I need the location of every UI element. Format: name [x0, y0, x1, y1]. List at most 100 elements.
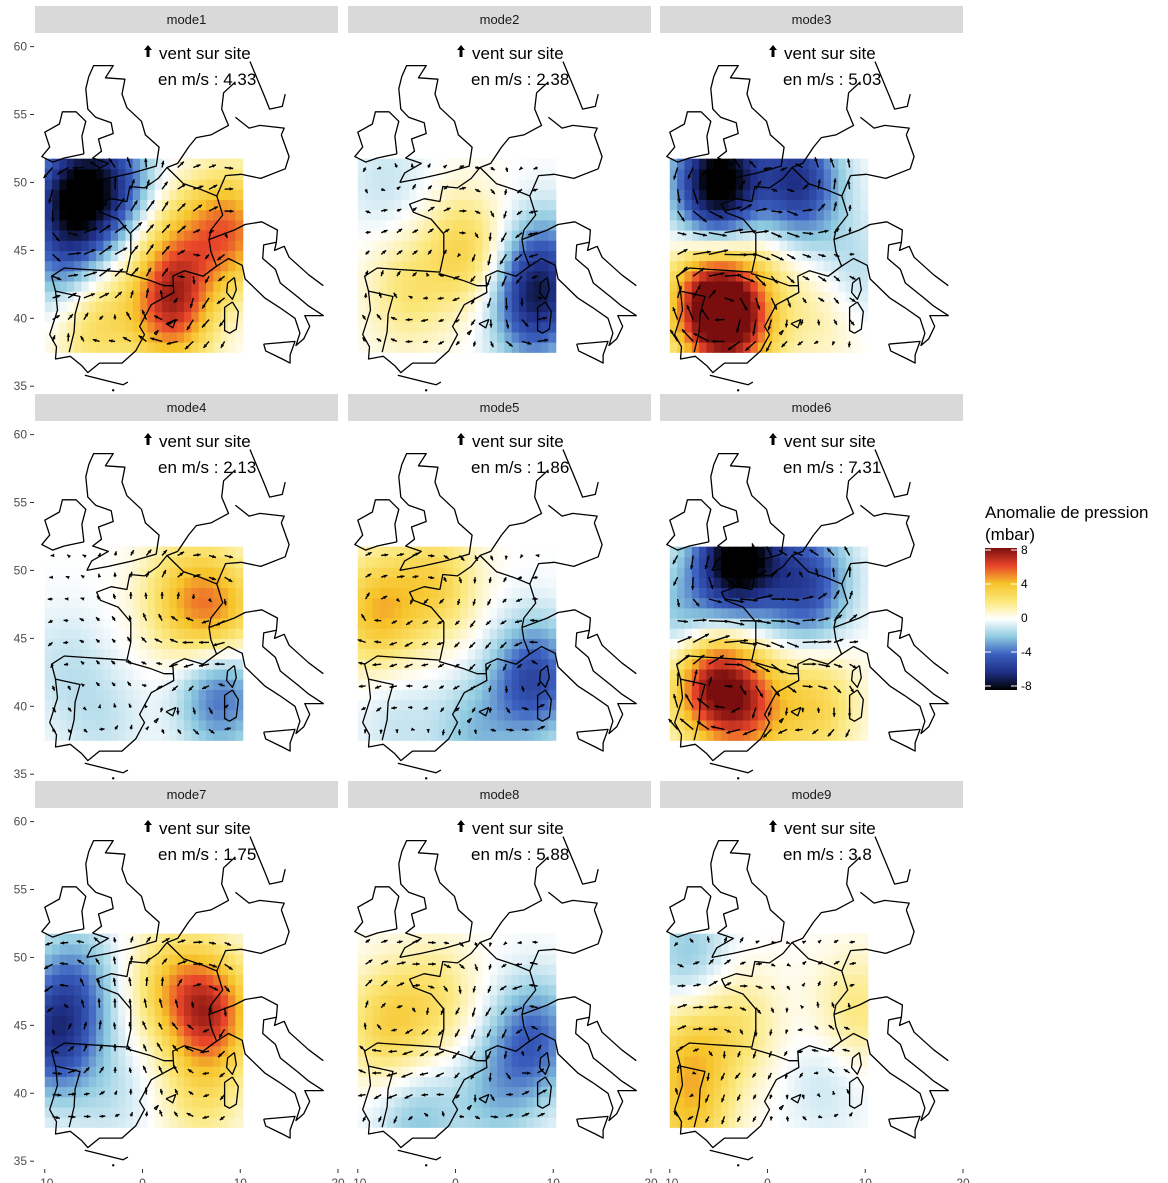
pressure-cell — [453, 280, 462, 292]
wind-arrowhead — [423, 340, 427, 344]
pressure-cell — [519, 577, 527, 589]
pressure-cell — [438, 250, 447, 262]
pressure-cell — [169, 577, 178, 589]
pressure-cell — [423, 219, 432, 231]
pressure-cell — [511, 280, 520, 292]
pressure-cell — [691, 546, 700, 558]
pressure-cell — [96, 607, 105, 619]
pressure-cell — [154, 617, 163, 629]
pressure-cell — [445, 709, 454, 721]
pressure-cell — [691, 658, 700, 670]
pressure-cell — [220, 730, 229, 741]
pressure-cell — [816, 587, 825, 599]
wind-arrows — [669, 156, 856, 352]
pressure-cell — [132, 699, 141, 711]
wind-arrowhead — [826, 664, 830, 668]
wind-arrowhead — [472, 708, 476, 713]
wind-arrowhead — [423, 600, 428, 604]
pressure-cell — [691, 250, 700, 262]
pressure-cell — [416, 168, 425, 180]
pressure-cell — [394, 709, 403, 721]
pressure-cell — [125, 617, 134, 629]
pressure-cell — [772, 199, 781, 211]
pressure-cell — [147, 1076, 156, 1088]
pressure-cell — [357, 648, 366, 660]
pressure-cell — [431, 331, 440, 343]
pressure-cell — [669, 607, 678, 619]
pressure-cell — [765, 158, 774, 170]
wind-arrowhead — [823, 686, 828, 690]
annotation-unit: en m/s : — [158, 458, 223, 477]
pressure-cell — [453, 567, 462, 578]
pressure-cell — [504, 229, 513, 241]
pressure-cell — [401, 699, 410, 711]
pressure-cell — [365, 240, 374, 251]
facet-label: mode7 — [167, 787, 207, 802]
pressure-cell — [74, 668, 83, 680]
pressure-cell — [713, 158, 722, 170]
pressure-cell — [147, 209, 156, 221]
pressure-cell — [475, 331, 483, 343]
wind-arrowhead — [186, 326, 191, 330]
pressure-cell — [497, 679, 505, 690]
coastline-path — [166, 555, 224, 655]
pressure-cell — [81, 179, 90, 190]
pressure-cell — [110, 597, 119, 609]
pressure-cell — [497, 240, 505, 251]
facet-strip — [35, 394, 338, 421]
pressure-cell — [526, 658, 535, 670]
pressure-cell — [154, 1086, 163, 1098]
pressure-cell — [118, 597, 127, 609]
pressure-cell — [467, 628, 476, 639]
pressure-cell — [750, 679, 759, 690]
pressure-cell — [699, 709, 708, 721]
annotation-line1: vent sur site — [784, 44, 876, 63]
wind-arrowhead — [209, 230, 214, 234]
pressure-cell — [176, 1045, 185, 1057]
coastline-path — [750, 272, 799, 287]
wind-arrowhead — [815, 568, 819, 573]
pressure-cell — [118, 331, 127, 343]
pressure-cell — [431, 730, 440, 741]
pressure-cell — [765, 219, 774, 231]
pressure-cell — [206, 679, 214, 690]
pressure-cell — [96, 1025, 105, 1037]
pressure-cell — [176, 1004, 185, 1016]
pressure-cell — [220, 199, 229, 211]
wind-arrowhead — [454, 663, 459, 668]
wind-arrowhead — [162, 570, 166, 574]
pressure-cell — [169, 648, 178, 660]
pressure-cell — [52, 1035, 61, 1047]
wind-arrowhead — [847, 180, 851, 185]
pressure-cell — [110, 1055, 119, 1067]
wind-arrowhead — [127, 636, 131, 641]
pressure-cell — [235, 189, 244, 201]
pressure-cell — [140, 964, 149, 976]
pressure-cell — [831, 556, 839, 568]
pressure-cell — [176, 311, 185, 323]
pressure-cell — [816, 567, 825, 578]
pressure-cell — [743, 556, 752, 568]
pressure-cell — [394, 229, 403, 241]
wind-arrowhead — [179, 572, 184, 577]
pressure-cell — [838, 607, 847, 619]
wind-arrowhead — [97, 553, 101, 557]
pressure-cell — [497, 189, 505, 201]
wind-arrowhead — [454, 643, 459, 648]
pressure-cell — [853, 658, 861, 670]
coastline-path — [153, 329, 159, 336]
pressure-cell — [132, 1035, 141, 1047]
pressure-cell — [691, 617, 700, 629]
pressure-cell — [357, 709, 366, 721]
pressure-cell — [838, 291, 847, 302]
pressure-cell — [162, 730, 170, 741]
pressure-cell — [191, 1066, 200, 1077]
wind-arrowhead — [673, 175, 677, 180]
pressure-cell — [772, 311, 781, 323]
wind-arrowhead — [395, 729, 399, 733]
pressure-cell — [206, 1055, 214, 1067]
pressure-cell — [684, 587, 693, 599]
pressure-cell — [228, 250, 236, 262]
pressure-cell — [66, 567, 75, 578]
pressure-cell — [162, 587, 170, 599]
